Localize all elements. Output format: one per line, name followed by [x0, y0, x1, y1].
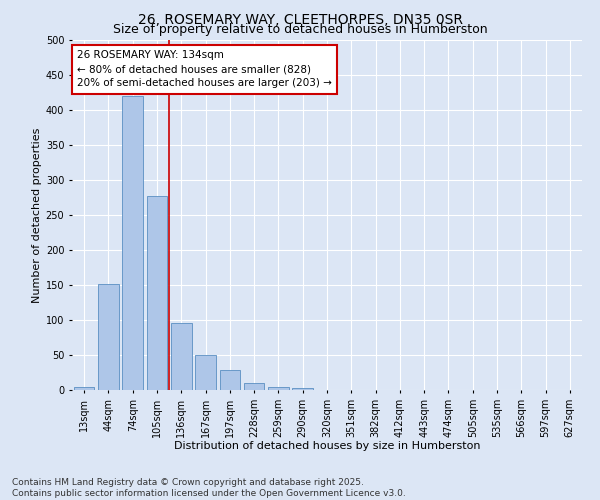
Bar — [146, 196, 167, 390]
Text: Size of property relative to detached houses in Humberston: Size of property relative to detached ho… — [113, 22, 487, 36]
Bar — [98, 284, 119, 390]
Bar — [171, 323, 191, 390]
Bar — [244, 383, 265, 390]
Text: 26, ROSEMARY WAY, CLEETHORPES, DN35 0SR: 26, ROSEMARY WAY, CLEETHORPES, DN35 0SR — [137, 12, 463, 26]
Bar — [220, 370, 240, 390]
Bar — [74, 386, 94, 390]
Bar — [195, 355, 216, 390]
Text: 26 ROSEMARY WAY: 134sqm
← 80% of detached houses are smaller (828)
20% of semi-d: 26 ROSEMARY WAY: 134sqm ← 80% of detache… — [77, 50, 332, 88]
Bar — [122, 96, 143, 390]
Y-axis label: Number of detached properties: Number of detached properties — [32, 128, 41, 302]
Bar — [268, 386, 289, 390]
Bar — [292, 388, 313, 390]
X-axis label: Distribution of detached houses by size in Humberston: Distribution of detached houses by size … — [174, 441, 480, 451]
Text: Contains HM Land Registry data © Crown copyright and database right 2025.
Contai: Contains HM Land Registry data © Crown c… — [12, 478, 406, 498]
